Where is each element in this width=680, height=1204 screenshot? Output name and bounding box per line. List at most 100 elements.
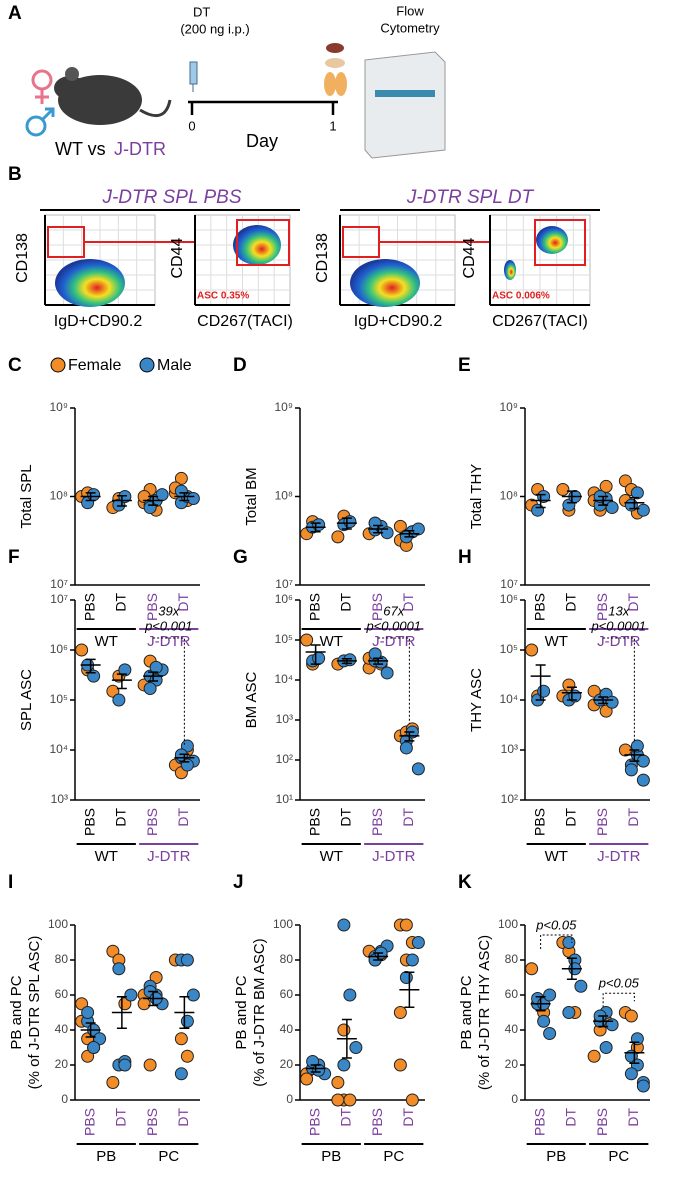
legend: Female Male [50, 357, 192, 374]
y-tick-label: 60 [505, 987, 519, 1001]
flow-gate [534, 219, 586, 266]
y-axis-label: BM ASC [243, 671, 260, 728]
gate-title: J-DTR SPL PBS [101, 187, 241, 208]
panel-letter: G [233, 547, 248, 568]
axis-label: IgD+CD90.2 [54, 313, 143, 330]
data-point [124, 988, 138, 1002]
significance-bracket [540, 934, 573, 949]
significance-bracket [602, 992, 635, 1008]
data-point [411, 522, 425, 536]
organ-icon [324, 72, 336, 96]
y-tick-label: 0 [61, 1092, 68, 1106]
x-tick-label: PBS [306, 593, 322, 621]
error-bar [85, 1022, 96, 1038]
y-tick-label: 20 [280, 1057, 294, 1071]
x-tick-label: DT [400, 1108, 416, 1127]
group-label: WT [545, 633, 568, 650]
error-bar [179, 753, 190, 763]
y-tick-label: 10⁶ [275, 592, 293, 606]
panel-letter: I [8, 872, 13, 893]
data-point [81, 1006, 95, 1019]
y-axis-label: Total SPL [18, 464, 35, 528]
axis-label: CD267(TACI) [197, 313, 293, 330]
data-point [605, 501, 619, 515]
group-label: PB [96, 1148, 116, 1165]
group-label: PC [158, 1148, 179, 1165]
data-point [143, 1058, 157, 1072]
data-point [312, 1063, 326, 1077]
y-tick-label: 10⁷ [275, 577, 293, 591]
x-tick-label: PBS [594, 1108, 610, 1136]
male-symbol [45, 107, 55, 117]
y-tick-label: 10⁷ [50, 577, 68, 591]
flow-density [536, 226, 568, 254]
data-point [349, 1041, 363, 1054]
y-tick-label: 10⁹ [500, 400, 519, 414]
error-bar [310, 522, 321, 533]
data-point [331, 1076, 345, 1089]
data-point [174, 1067, 188, 1081]
data-point [543, 988, 557, 1002]
male-symbol [25, 115, 47, 137]
data-point [186, 988, 200, 1002]
organ-icon [335, 72, 347, 96]
group-label: J-DTR [597, 633, 640, 650]
y-tick-label: 60 [55, 987, 69, 1001]
error-bar [598, 495, 609, 506]
error-bar [373, 657, 384, 665]
data-point [393, 519, 407, 533]
y-tick-label: 10⁹ [275, 400, 294, 414]
gate-percent: ASC 0.006% [492, 291, 550, 302]
y-tick-label: 10⁴ [49, 742, 68, 756]
x-tick-label: PBS [369, 593, 385, 621]
data-point [343, 1093, 357, 1107]
axis-label: CD44 [461, 237, 478, 278]
axis-label: CD138 [314, 233, 331, 283]
legend-label: Female [68, 357, 121, 374]
fold-change: 39x [158, 603, 179, 618]
p-value: p<0.0001 [365, 618, 421, 633]
y-axis-label: PB and PC [233, 975, 250, 1049]
error-bar [629, 496, 640, 510]
day-tick: 1 [329, 118, 336, 133]
male-symbol [41, 108, 54, 121]
y-tick-label: 10⁵ [500, 642, 518, 656]
error-bar [373, 524, 384, 534]
group-label: PB [321, 1148, 341, 1165]
y-tick-label: 80 [55, 952, 69, 966]
data-point [149, 660, 163, 674]
flow-density [504, 260, 516, 280]
group-label: WT [545, 848, 568, 865]
x-tick-label: PBS [81, 593, 97, 621]
legend-marker [139, 357, 155, 373]
flow-label: Flow [396, 3, 424, 18]
data-point [312, 518, 326, 532]
data-point [174, 1032, 188, 1046]
error-bar [404, 731, 415, 742]
x-tick-label: DT [338, 808, 354, 827]
panel-letter: H [458, 547, 472, 568]
data-point [174, 484, 188, 498]
error-bar [85, 492, 96, 502]
x-tick-label: DT [175, 1108, 191, 1127]
data-point [525, 962, 539, 976]
data-point [636, 773, 650, 787]
gate-title: J-DTR SPL DT [406, 187, 535, 208]
mouse-icon [54, 76, 86, 100]
axis-label: CD267(TACI) [492, 313, 588, 330]
panel-letter: J [233, 872, 244, 893]
flow-plots [44, 214, 591, 307]
data-point [636, 1079, 650, 1093]
x-tick-label: DT [175, 808, 191, 827]
data-point [562, 678, 576, 692]
x-tick-label: DT [113, 1108, 129, 1127]
data-point [300, 633, 314, 647]
data-point [331, 530, 345, 544]
x-tick-label: DT [338, 1108, 354, 1127]
panel-letter: B [8, 164, 22, 185]
data-point [337, 918, 351, 932]
error-bar [116, 673, 127, 690]
data-point [87, 669, 101, 683]
data-point [562, 936, 576, 949]
